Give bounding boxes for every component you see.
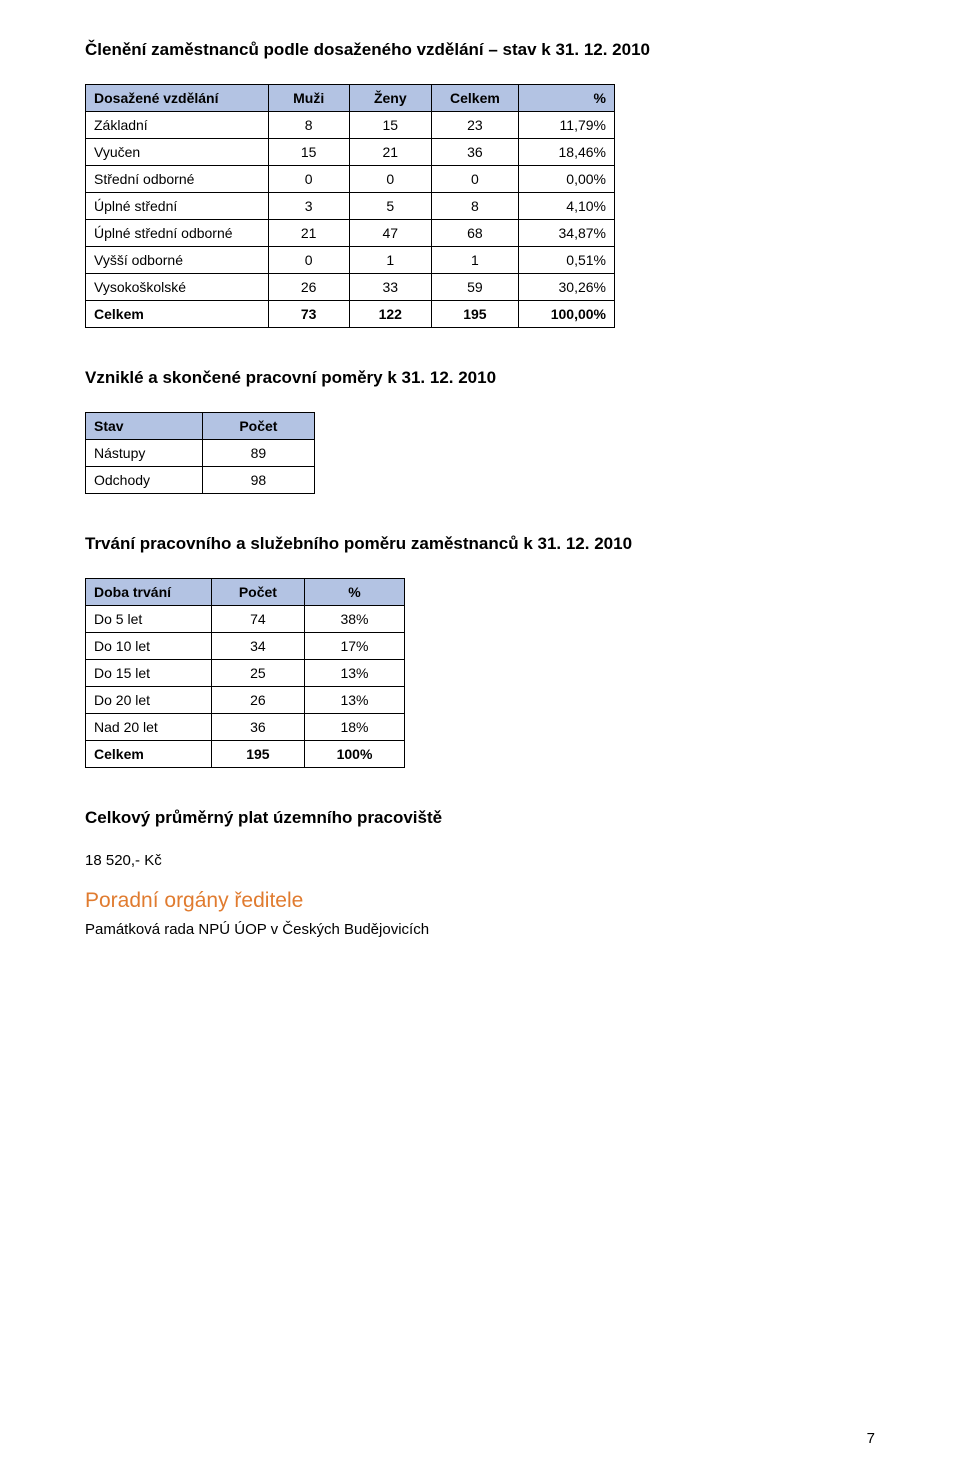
col-header: % — [519, 85, 615, 112]
cell: 11,79% — [519, 112, 615, 139]
table-employment-changes: Stav Počet Nástupy 89 Odchody 98 — [85, 412, 315, 494]
cell: Do 5 let — [86, 606, 212, 633]
heading-employment-changes: Vzniklé a skončené pracovní poměry k 31.… — [85, 368, 875, 388]
cell: 0 — [268, 247, 349, 274]
cell: 18% — [305, 714, 405, 741]
cell: 33 — [349, 274, 431, 301]
cell: 21 — [349, 139, 431, 166]
advisory-body-text: Památková rada NPÚ ÚOP v Českých Budějov… — [85, 921, 875, 938]
table-row: Do 15 let 25 13% — [86, 660, 405, 687]
heading-avg-salary: Celkový průměrný plat územního pracovišt… — [85, 808, 875, 828]
cell: 47 — [349, 220, 431, 247]
table-education: Dosažené vzdělání Muži Ženy Celkem % Zák… — [85, 84, 615, 328]
cell: 195 — [211, 741, 304, 768]
cell: 122 — [349, 301, 431, 328]
table-row: Vyšší odborné 0 1 1 0,51% — [86, 247, 615, 274]
cell: 0 — [268, 166, 349, 193]
col-header: Dosažené vzdělání — [86, 85, 269, 112]
cell: Úplné střední odborné — [86, 220, 269, 247]
table-row: Do 10 let 34 17% — [86, 633, 405, 660]
table-row: Střední odborné 0 0 0 0,00% — [86, 166, 615, 193]
cell: 8 — [431, 193, 518, 220]
cell: 1 — [431, 247, 518, 274]
cell: 13% — [305, 687, 405, 714]
cell: Do 10 let — [86, 633, 212, 660]
table-row: Vyučen 15 21 36 18,46% — [86, 139, 615, 166]
cell: Vyučen — [86, 139, 269, 166]
cell: Vyšší odborné — [86, 247, 269, 274]
table-row: Základní 8 15 23 11,79% — [86, 112, 615, 139]
cell: 25 — [211, 660, 304, 687]
cell: Úplné střední — [86, 193, 269, 220]
cell: 5 — [349, 193, 431, 220]
cell: Vysokoškolské — [86, 274, 269, 301]
cell: 73 — [268, 301, 349, 328]
heading-education: Členění zaměstnanců podle dosaženého vzd… — [85, 40, 875, 60]
cell: Odchody — [86, 467, 203, 494]
table-row-totals: Celkem 195 100% — [86, 741, 405, 768]
page-number: 7 — [867, 1430, 875, 1447]
cell: 38% — [305, 606, 405, 633]
cell: Střední odborné — [86, 166, 269, 193]
cell: 59 — [431, 274, 518, 301]
cell: 100% — [305, 741, 405, 768]
cell: Do 15 let — [86, 660, 212, 687]
table-row: Vysokoškolské 26 33 59 30,26% — [86, 274, 615, 301]
cell: 15 — [349, 112, 431, 139]
cell: Celkem — [86, 741, 212, 768]
cell: 36 — [211, 714, 304, 741]
cell: 68 — [431, 220, 518, 247]
table-row: Odchody 98 — [86, 467, 315, 494]
table-row: Nad 20 let 36 18% — [86, 714, 405, 741]
cell: 26 — [211, 687, 304, 714]
cell: 23 — [431, 112, 518, 139]
cell: 13% — [305, 660, 405, 687]
cell: 36 — [431, 139, 518, 166]
cell: 0,00% — [519, 166, 615, 193]
cell: 4,10% — [519, 193, 615, 220]
cell: Do 20 let — [86, 687, 212, 714]
cell: 0 — [349, 166, 431, 193]
cell: 18,46% — [519, 139, 615, 166]
cell: Nástupy — [86, 440, 203, 467]
cell: Základní — [86, 112, 269, 139]
cell: 3 — [268, 193, 349, 220]
cell: 100,00% — [519, 301, 615, 328]
table-row: Úplné střední 3 5 8 4,10% — [86, 193, 615, 220]
col-header: Počet — [211, 579, 304, 606]
table-row: Do 5 let 74 38% — [86, 606, 405, 633]
avg-salary-value: 18 520,- Kč — [85, 852, 875, 869]
col-header: Celkem — [431, 85, 518, 112]
table-row: Nástupy 89 — [86, 440, 315, 467]
cell: Nad 20 let — [86, 714, 212, 741]
heading-advisory-bodies: Poradní orgány ředitele — [85, 889, 875, 913]
cell: 98 — [202, 467, 314, 494]
col-header: Stav — [86, 413, 203, 440]
col-header: Doba trvání — [86, 579, 212, 606]
cell: 17% — [305, 633, 405, 660]
heading-tenure: Trvání pracovního a služebního poměru za… — [85, 534, 875, 554]
cell: 0,51% — [519, 247, 615, 274]
cell: 195 — [431, 301, 518, 328]
table-row-totals: Celkem 73 122 195 100,00% — [86, 301, 615, 328]
col-header: Počet — [202, 413, 314, 440]
table-row: Do 20 let 26 13% — [86, 687, 405, 714]
cell: 34,87% — [519, 220, 615, 247]
cell: 8 — [268, 112, 349, 139]
col-header: Muži — [268, 85, 349, 112]
cell: 0 — [431, 166, 518, 193]
table-tenure: Doba trvání Počet % Do 5 let 74 38% Do 1… — [85, 578, 405, 768]
cell: 89 — [202, 440, 314, 467]
col-header: % — [305, 579, 405, 606]
col-header: Ženy — [349, 85, 431, 112]
cell: Celkem — [86, 301, 269, 328]
table-row: Úplné střední odborné 21 47 68 34,87% — [86, 220, 615, 247]
cell: 30,26% — [519, 274, 615, 301]
cell: 21 — [268, 220, 349, 247]
cell: 1 — [349, 247, 431, 274]
cell: 26 — [268, 274, 349, 301]
cell: 15 — [268, 139, 349, 166]
cell: 74 — [211, 606, 304, 633]
cell: 34 — [211, 633, 304, 660]
